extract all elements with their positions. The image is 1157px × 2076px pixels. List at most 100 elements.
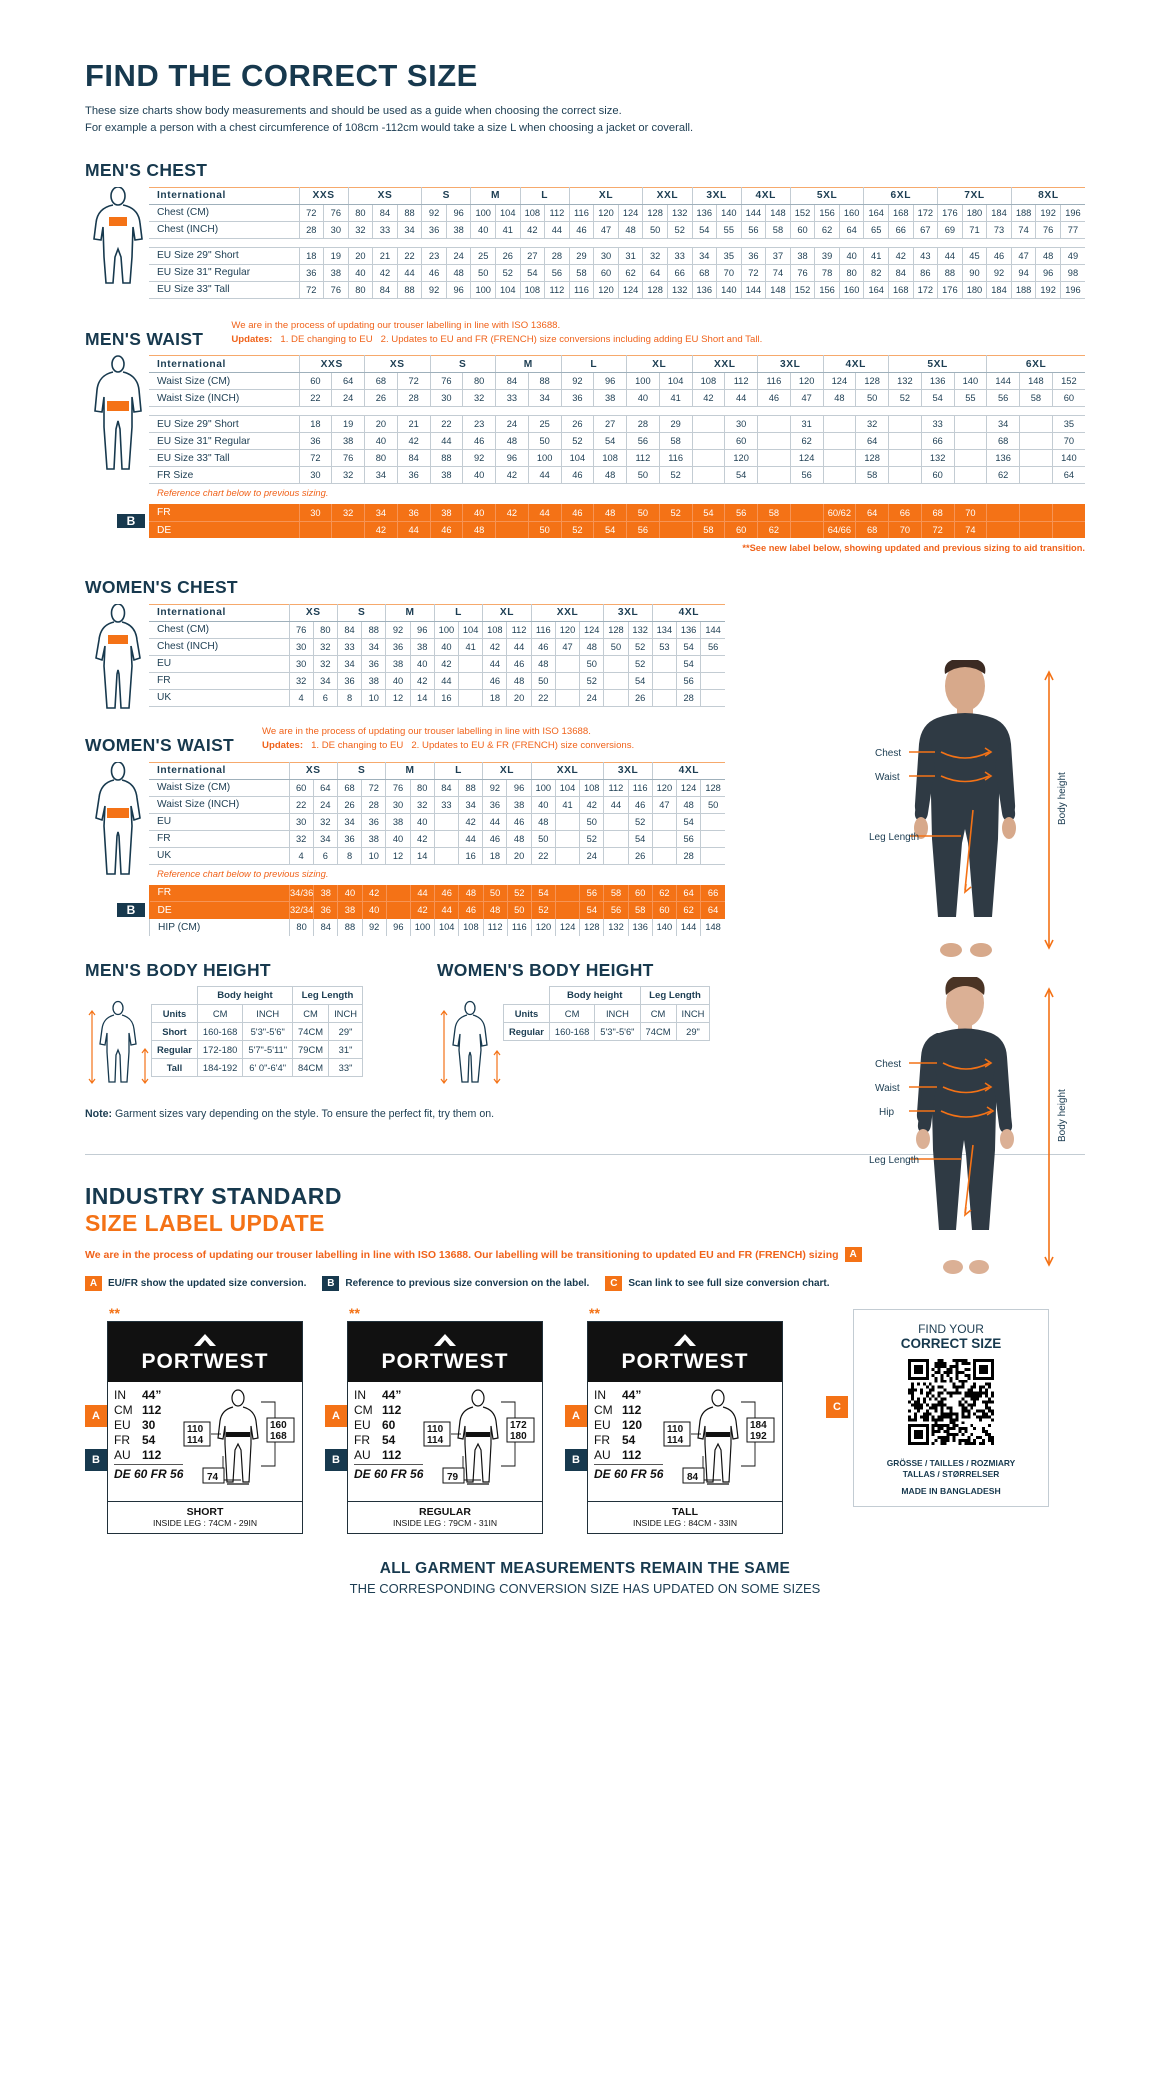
- cell: 54: [724, 466, 758, 485]
- cell: 34: [312, 672, 338, 690]
- male-label-leg: Leg Length: [869, 832, 919, 843]
- cell: 28: [675, 689, 701, 707]
- cell: 46: [627, 796, 653, 814]
- cell: 104: [560, 449, 594, 468]
- ref-cell: [1051, 504, 1085, 522]
- cell: 38: [323, 264, 349, 282]
- cell: 20: [506, 689, 532, 707]
- womens-waist-update-1: 1. DE changing to EU: [311, 740, 404, 752]
- cell: 48: [495, 432, 529, 451]
- cell: 98: [1059, 264, 1085, 282]
- cell: 40: [838, 247, 864, 265]
- womens-chest-heading: WOMEN'S CHEST: [85, 579, 1085, 597]
- womens-waist-update-2: 2. Updates to EU & FR (FRENCH) size conv…: [411, 740, 635, 752]
- cell: 30: [298, 466, 332, 485]
- cell: 74: [1010, 221, 1036, 239]
- cell: [691, 449, 725, 468]
- portwest-brand-bar: PORTWEST: [108, 1322, 302, 1383]
- cell: 23: [462, 415, 496, 434]
- spec-key: CM: [594, 1402, 613, 1417]
- ref-cell: 48: [593, 504, 627, 522]
- label-previous-sizing: DE 60 FR 56: [594, 1464, 664, 1482]
- spec-key: IN: [594, 1388, 606, 1403]
- cell: [953, 415, 987, 434]
- ref-cell: 48: [482, 901, 508, 919]
- cell: 72: [298, 204, 324, 222]
- cell: 56: [675, 830, 701, 848]
- cell: [651, 672, 677, 690]
- cell: 30: [724, 415, 758, 434]
- cell: 148: [1019, 372, 1053, 391]
- size-header: XXL: [642, 187, 692, 205]
- cell: 47: [651, 796, 677, 814]
- cell: 84: [888, 264, 914, 282]
- spec-key: CM: [114, 1402, 133, 1417]
- cell: 92: [421, 204, 447, 222]
- cell: 96: [445, 204, 471, 222]
- ref-cell: 46: [560, 504, 594, 522]
- ref-cell: 58: [691, 520, 725, 539]
- ref-cell: 54: [691, 504, 725, 522]
- womens-waist-table: International XS S M L XL XXL 3XL 4XL Waist Size …: [149, 762, 725, 865]
- cell: [458, 655, 483, 673]
- bh-unit: INCH: [328, 1004, 363, 1024]
- womens-waist-block: International XS S M L XL XXL 3XL 4XL Waist Size …: [85, 761, 725, 881]
- cell: 36: [482, 796, 507, 814]
- bh-cell: 74CM: [639, 1022, 677, 1042]
- svg-text:114: 114: [427, 1435, 444, 1446]
- label-fit-desc: INSIDE LEG : 84CM - 33IN: [632, 1518, 738, 1529]
- cell: [458, 672, 483, 690]
- bh-cell: 84CM: [292, 1058, 330, 1078]
- label-card: ** A B PORTWEST IN 44” CM 112 EU 60 FR 54 AU 112 DE 60…: [325, 1306, 543, 1535]
- bh-cell: 172-180: [196, 1040, 244, 1060]
- cell: 44: [527, 466, 561, 485]
- size-header: 3XL: [691, 187, 742, 205]
- cell: 24: [495, 415, 529, 434]
- ref-row: DE 42 44 46 48 50 52 54 56 58 60 62 64/66 68 70 72 74: [149, 520, 1085, 539]
- table-row: EU Size 33" Tall 72 76 80 84 88 92 96 100 104 108 1…: [149, 281, 1085, 299]
- bh-group-header: Body height Leg Length: [503, 986, 711, 1006]
- cell: 36: [361, 655, 386, 673]
- size-header: XS: [288, 762, 338, 780]
- ref-cell: 64: [675, 884, 701, 902]
- bh-unit: INCH: [594, 1004, 641, 1024]
- qr-card[interactable]: C FIND YOUR CORRECT SIZE GRÖSSE / TAILLES /…: [826, 1309, 1049, 1507]
- spec-row: AU 112: [114, 1448, 183, 1463]
- cell: 10: [361, 847, 386, 865]
- cell: 112: [626, 449, 660, 468]
- row-label: UK: [149, 689, 289, 707]
- qr-code[interactable]: [908, 1359, 994, 1446]
- male-label-height: Body height: [1057, 772, 1068, 825]
- cell: [1019, 466, 1053, 485]
- spec-value: 112: [142, 1402, 162, 1417]
- cell: 172: [912, 204, 938, 222]
- row-label: EU: [149, 813, 289, 831]
- cell: 46: [568, 221, 594, 239]
- cell: 10: [361, 689, 386, 707]
- model-illustrations: Chest Waist Leg Length Body height: [869, 658, 1099, 1294]
- bh-cell: 5'3"-5'6": [242, 1022, 294, 1042]
- legend-row: A EU/FR show the updated size conversion.…: [85, 1276, 1085, 1292]
- ref-cell: [1019, 520, 1053, 539]
- svg-text:PORTWEST: PORTWEST: [622, 1350, 749, 1373]
- cell: 12: [385, 847, 411, 865]
- mens-body-height-block: MEN'S BODY HEIGHT Body height Leg Length U…: [85, 961, 363, 1087]
- cell: [651, 830, 677, 848]
- cell: 88: [429, 449, 463, 468]
- svg-text:184: 184: [750, 1420, 767, 1431]
- bh-cell: 5'3"-5'6": [594, 1022, 641, 1042]
- cell: 44: [458, 830, 483, 848]
- ref-cell: [385, 884, 411, 902]
- cell: 60: [1051, 389, 1085, 408]
- industry-lead: We are in the process of updating our tr…: [85, 1247, 1085, 1263]
- cell: 104: [495, 281, 521, 299]
- mens-waist-ref-table: FR 30 32 34 36 38 40 42 44 46 48 50 52 54 56 58 60/62 64 6…: [149, 504, 1085, 539]
- cell: 66: [920, 432, 954, 451]
- spec-key: AU: [114, 1447, 131, 1462]
- cell: 120: [554, 621, 580, 639]
- ref-cell: 54: [530, 884, 556, 902]
- cell: 88: [361, 621, 386, 639]
- spec-value: 112: [622, 1447, 642, 1462]
- portwest-label: PORTWEST IN 44” CM 112 EU 120 FR 54 AU 112 DE 60 FR…: [587, 1321, 783, 1535]
- label-chip-a: A: [85, 1405, 107, 1428]
